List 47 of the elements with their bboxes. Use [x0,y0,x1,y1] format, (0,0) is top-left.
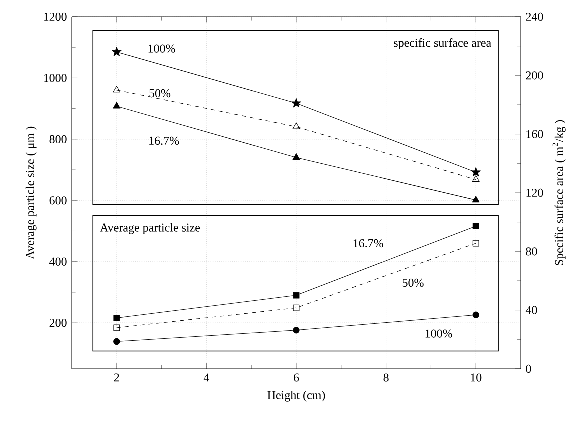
y2-axis-title: Specific surface area ( m$^{2}$/kg ) [552,120,566,266]
x-axis-title: Height (cm) [268,390,326,402]
y-axis-title: Average particle size ( μm ) [26,126,37,260]
series-label: 100% [148,44,176,53]
x-tick-label: 4 [204,374,210,382]
point [472,176,480,182]
y2-tick-label: 120 [526,188,544,198]
y-tick-label: 1000 [44,74,67,82]
point [114,314,120,322]
point [472,240,480,247]
series-label: 50% [150,89,171,98]
y-tick-label: 1200 [44,12,67,22]
point [293,327,300,334]
x-tick-label: 10 [471,374,482,382]
y2-tick-label: 0 [526,364,532,374]
series-label: 100% [426,330,452,338]
x-tick-label: 6 [294,374,300,382]
y-tick-label: 400 [50,258,67,266]
y-tick-label: 800 [50,135,67,144]
point [472,223,480,230]
point [292,122,300,130]
y-tick-label: 600 [50,196,67,205]
y2-tick-label: 240 [526,12,544,22]
annotation: Average particle size [100,223,200,234]
y2-tick-label: 40 [526,306,538,314]
point [292,154,300,160]
y-tick-label: 200 [50,319,67,328]
x-tick-label: 8 [384,374,389,382]
point [113,102,121,109]
point [114,338,120,346]
point [112,47,122,56]
point [114,324,120,332]
annotation: specific surface area [394,38,492,50]
y2-tick-label: 200 [526,72,544,80]
point [472,196,480,203]
point [113,86,121,93]
point [292,98,302,108]
series-label: 16.7% [150,136,180,146]
y2-tick-label: 80 [526,248,538,256]
point [472,312,480,318]
series-label: 50% [402,278,424,288]
point [293,292,300,299]
series-label: 16.7% [354,239,384,248]
point [471,167,481,177]
point [293,304,300,312]
y2-tick-label: 160 [526,130,544,138]
x-tick-label: 2 [114,374,120,382]
